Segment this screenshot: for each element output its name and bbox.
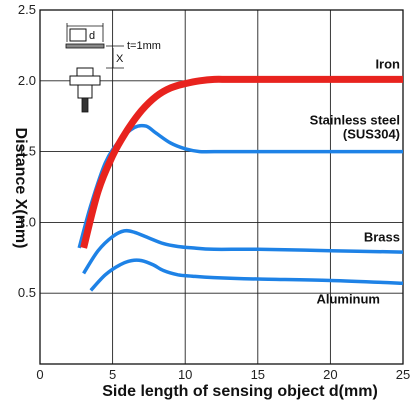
x-tick-label: 5 [109,367,116,382]
x-tick-label: 15 [251,367,265,382]
x-tick-label: 0 [36,367,43,382]
inset-d-label: d [89,30,95,42]
sensor-cable-icon [81,97,89,113]
x-axis-title: Side length of sensing object d(mm) [102,383,378,400]
plate-icon [65,43,105,49]
y-tick-label: 2.0 [18,73,36,88]
inset-t-label: t=1mm [127,40,161,52]
label-iron: Iron [375,56,400,71]
tick-labels: 0 5 10 15 20 25 0.5 1.0 1.5 2.0 2.5 [18,2,410,382]
sensor-illustration: d t=1mm X [65,23,161,113]
label-brass: Brass [364,230,400,245]
sensing-object-icon [69,28,87,42]
x-tick-label: 20 [323,367,337,382]
series-line-stainless-steel [77,123,403,249]
series-line-iron [80,75,403,249]
x-tick-label: 10 [178,367,192,382]
sensor-head-icon [76,67,94,77]
label-stainless-steel: Stainless steel (SUS304) [310,113,400,142]
series-line-aluminum [89,258,404,292]
series-line-brass [82,228,404,275]
inset-x-label: X [116,53,124,65]
y-tick-label: 2.5 [18,2,36,17]
plot-frame [39,9,404,365]
sensor-nut-icon [69,75,101,86]
series-labels: Iron Stainless steel (SUS304) Brass Aluminum [310,56,400,306]
series-lines [77,75,404,292]
y-tick-label: 0.5 [18,285,36,300]
y-tick-label: 1.5 [18,144,36,159]
x-tick-label: 25 [396,367,410,382]
label-aluminum: Aluminum [316,291,380,306]
grid-lines [40,10,403,364]
y-axis-title: Distance X(mm) [12,128,29,249]
y-tick-label: 1.0 [18,214,36,229]
sensor-body-icon [77,84,93,99]
